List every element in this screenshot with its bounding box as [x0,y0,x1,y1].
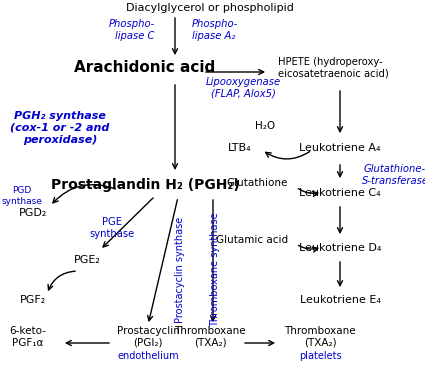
Text: H₂O: H₂O [255,121,275,131]
Text: Prostacyclin synthase: Prostacyclin synthase [175,217,185,323]
Text: Glutathione-
S-transferase: Glutathione- S-transferase [362,164,425,186]
Text: PGD
synthase: PGD synthase [2,186,43,206]
Text: Phospho-
lipase C: Phospho- lipase C [109,19,155,41]
Text: Arachidonic acid: Arachidonic acid [74,60,215,76]
Text: Lipooxygenase
(FLAP, Alox5): Lipooxygenase (FLAP, Alox5) [205,77,280,99]
Text: Glutathione: Glutathione [227,178,288,188]
Text: Leukotriene D₄: Leukotriene D₄ [299,243,381,253]
Text: Prostaglandin H₂ (PGH₂): Prostaglandin H₂ (PGH₂) [51,178,239,192]
Text: endothelium: endothelium [117,351,179,361]
Text: PGE
synthase: PGE synthase [89,217,135,239]
Text: Diacylglycerol or phospholipid: Diacylglycerol or phospholipid [126,3,294,13]
Text: Thromboxane
(TXA₂): Thromboxane (TXA₂) [174,326,246,348]
Text: Thromboxane synthase: Thromboxane synthase [210,213,220,327]
Text: Leukotriene A₄: Leukotriene A₄ [299,143,381,153]
Text: Thromboxane
(TXA₂): Thromboxane (TXA₂) [284,326,356,348]
Text: PGD₂: PGD₂ [19,208,47,218]
Text: platelets: platelets [299,351,341,361]
Text: Phospho-
lipase A₂: Phospho- lipase A₂ [192,19,238,41]
Text: PGF₂: PGF₂ [20,295,46,305]
Text: LTB₄: LTB₄ [228,143,252,153]
Text: Glutamic acid: Glutamic acid [216,235,288,245]
Text: Prostacyclin
(PGI₂): Prostacyclin (PGI₂) [116,326,179,348]
Text: PGE₂: PGE₂ [74,255,100,265]
Text: Leukotriene C₄: Leukotriene C₄ [299,188,381,198]
Text: HPETE (hydroperoxy-
eicosatetraenoic acid): HPETE (hydroperoxy- eicosatetraenoic aci… [278,57,389,79]
Text: PGH₂ synthase
(cox-1 or -2 and
peroxidase): PGH₂ synthase (cox-1 or -2 and peroxidas… [10,111,110,145]
Text: Leukotriene E₄: Leukotriene E₄ [300,295,380,305]
Text: 6-keto-
PGF₁α: 6-keto- PGF₁α [9,326,46,348]
